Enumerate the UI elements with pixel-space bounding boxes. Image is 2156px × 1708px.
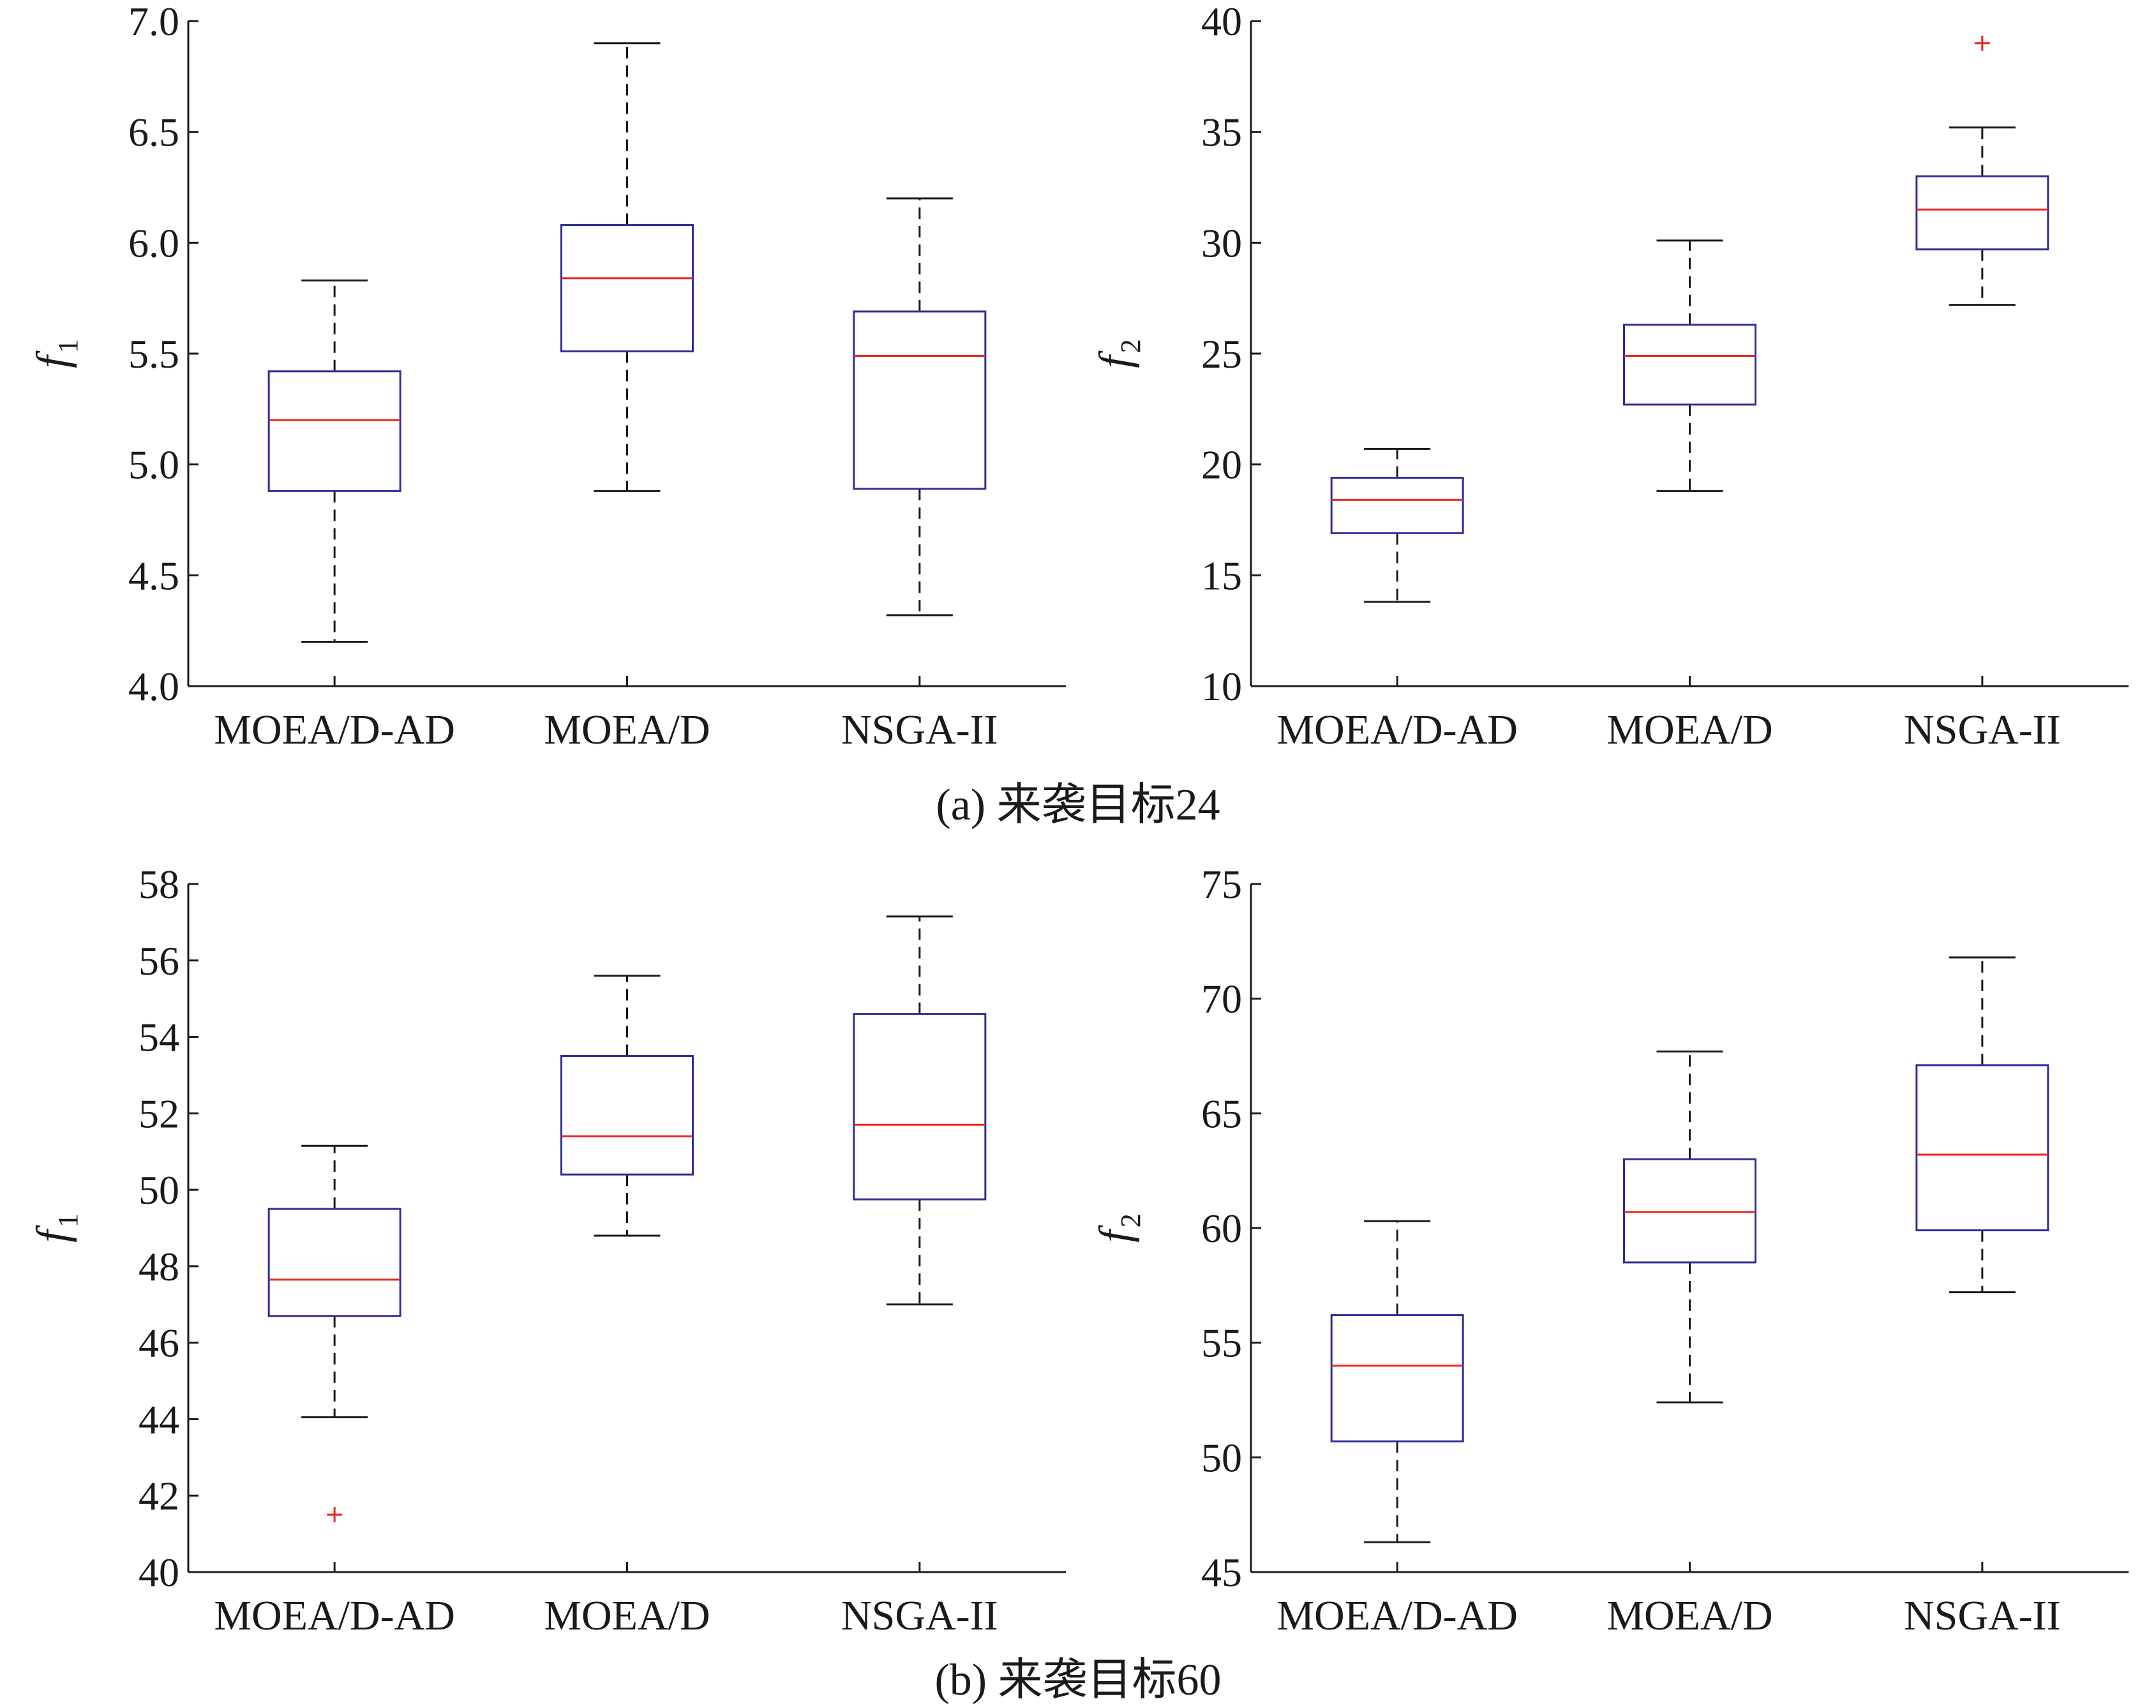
- x-tick-label: MOEA/D: [1606, 1592, 1772, 1639]
- y-tick-label: 45: [1201, 1550, 1242, 1595]
- caption-panel-a: (a) 来袭目标24: [936, 781, 1220, 830]
- y-tick-label: 75: [1201, 862, 1242, 907]
- x-tick-label: MOEA/D: [544, 707, 710, 753]
- iqr-box: [853, 1013, 987, 1201]
- box-nsga-ii: [853, 915, 987, 1306]
- subplot-b-f1: 40 42 44 46 48 50 52 54 56 58 f1 MOEA/D-AD MOEA/D NSG…: [28, 862, 1066, 1639]
- y-axis-label: f2: [1091, 339, 1146, 368]
- subplot-a-f1: 4.0 4.5 5.0 5.5 6.0 6.5 7.0 f1 MOEA/D-AD MOEA/D NS…: [28, 0, 1066, 753]
- box-moea-d-ad: [267, 1144, 401, 1523]
- box-moea-d-ad: [267, 279, 401, 643]
- y-tick-label: 52: [138, 1091, 179, 1136]
- y-tick-label: 42: [138, 1473, 179, 1518]
- iqr-box: [267, 1208, 401, 1317]
- subplot-b-f2: 45 50 55 60 65 70 75 f2 MOEA/D-AD MOEA/D NSGA-II: [1091, 862, 2129, 1639]
- y-tick-label: 5.5: [128, 331, 179, 377]
- x-tick-label: NSGA-II: [1904, 1592, 2061, 1639]
- x-tick-label: MOEA/D-AD: [214, 1592, 455, 1639]
- y-tick-label: 6.5: [128, 110, 179, 155]
- outlier-marker: [327, 1507, 343, 1523]
- y-tick-label: 44: [138, 1397, 179, 1442]
- x-tick-label: NSGA-II: [841, 1592, 998, 1639]
- iqr-box: [1330, 1314, 1464, 1442]
- y-tick-label: 20: [1201, 442, 1242, 488]
- x-tick-label: MOEA/D: [544, 1592, 710, 1639]
- y-tick-label: 7.0: [128, 0, 179, 44]
- y-tick-label: 40: [1201, 0, 1242, 44]
- y-tick-label: 15: [1201, 553, 1242, 598]
- box-moea-d-ad: [1330, 447, 1464, 603]
- x-tick-label: MOEA/D: [1606, 707, 1772, 753]
- y-tick-label: 25: [1201, 331, 1242, 377]
- caption-panel-b: (b) 来袭目标60: [934, 1656, 1222, 1705]
- y-tick-label: 4.5: [128, 553, 179, 598]
- y-tick-label: 5.0: [128, 442, 179, 488]
- iqr-box: [1915, 175, 2049, 251]
- outlier-marker: [1974, 35, 1990, 51]
- x-tick-label: MOEA/D-AD: [1276, 1592, 1518, 1639]
- y-axis-label-subscript: 1: [52, 1213, 84, 1227]
- box-nsga-ii: [1915, 956, 2049, 1294]
- x-tick-label: NSGA-II: [1904, 707, 2061, 753]
- x-tick-label: MOEA/D-AD: [1276, 707, 1518, 753]
- y-tick-label: 40: [138, 1550, 179, 1595]
- y-tick-label: 10: [1201, 664, 1242, 709]
- x-tick-label: MOEA/D-AD: [214, 707, 455, 753]
- box-moea-d: [560, 42, 694, 492]
- iqr-box: [1915, 1064, 2049, 1232]
- y-tick-label: 65: [1201, 1091, 1242, 1136]
- y-axis-label-subscript: 1: [52, 339, 84, 353]
- box-nsga-ii: [853, 197, 987, 617]
- x-tick-label: NSGA-II: [841, 707, 998, 753]
- box-moea-d: [560, 975, 694, 1237]
- y-axis-label-subscript: 2: [1115, 339, 1146, 353]
- y-axis-label: f1: [28, 339, 84, 368]
- y-tick-label: 48: [138, 1244, 179, 1289]
- iqr-box: [853, 310, 987, 490]
- y-tick-label: 60: [1201, 1206, 1242, 1251]
- y-tick-label: 58: [138, 862, 179, 907]
- box-moea-d-ad: [1330, 1220, 1464, 1543]
- y-tick-label: 54: [138, 1015, 179, 1060]
- box-nsga-ii: [1915, 35, 2049, 306]
- box-moea-d: [1623, 1050, 1756, 1404]
- y-tick-label: 50: [138, 1167, 179, 1213]
- y-axis-label: f2: [1091, 1213, 1146, 1242]
- y-tick-label: 46: [138, 1321, 179, 1366]
- iqr-box: [560, 1055, 694, 1176]
- y-tick-label: 55: [1201, 1321, 1242, 1366]
- y-axis-label: f1: [28, 1213, 84, 1242]
- y-tick-label: 6.0: [128, 220, 179, 266]
- y-axis-label-subscript: 2: [1115, 1213, 1146, 1227]
- subplot-a-f2: 10 15 20 25 30 35 40 f2 MOEA/D-AD MOEA/D NSGA-II: [1091, 0, 2129, 753]
- y-tick-label: 30: [1201, 220, 1242, 266]
- y-tick-label: 4.0: [128, 664, 179, 709]
- iqr-box: [560, 224, 694, 353]
- y-tick-label: 56: [138, 938, 179, 984]
- iqr-box: [1330, 477, 1464, 534]
- y-tick-label: 70: [1201, 977, 1242, 1022]
- box-moea-d: [1623, 239, 1756, 492]
- iqr-box: [1623, 324, 1756, 406]
- y-tick-label: 50: [1201, 1435, 1242, 1480]
- iqr-box: [1623, 1158, 1756, 1264]
- iqr-box: [267, 370, 401, 492]
- y-tick-label: 35: [1201, 110, 1242, 155]
